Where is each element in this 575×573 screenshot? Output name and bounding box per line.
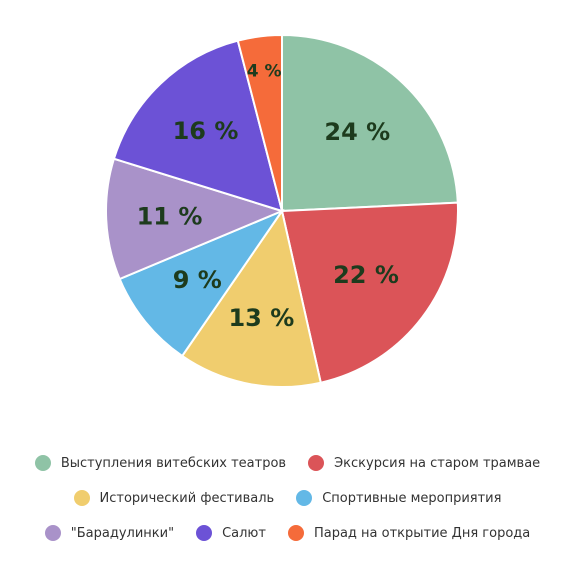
legend-item-5[interactable]: Салют — [196, 525, 266, 541]
legend-item-0[interactable]: Выступления витебских театров — [34, 455, 287, 471]
legend-swatch-4 — [44, 525, 61, 541]
legend-item-1[interactable]: Экскурсия на старом трамвае — [308, 455, 540, 471]
slice-label-4: 11 % — [137, 202, 203, 230]
legend-swatch-1 — [308, 455, 325, 471]
slice-label-6: 4 % — [247, 61, 282, 81]
pie-slice-3[interactable] — [118, 208, 285, 358]
pie-slice-2[interactable] — [180, 208, 322, 388]
legend-label-6: Парад на открытие Дня города — [313, 525, 531, 541]
slice-label-5: 16 % — [173, 117, 239, 145]
legend-swatch-0 — [34, 455, 51, 471]
legend-label-1: Экскурсия на старом трамвае — [334, 455, 541, 471]
pie-slice-1[interactable] — [280, 201, 459, 384]
legend-item-6[interactable]: Парад на открытие Дня города — [287, 525, 531, 541]
pie-chart-svg: 24 % 22 % 13 %9 % 11 % 16 % 4 % — [105, 33, 459, 388]
legend-item-3[interactable]: Спортивные мероприятия — [296, 490, 501, 506]
legend-swatch-3 — [296, 490, 313, 506]
legend-item-2[interactable]: Исторический фестиваль — [73, 490, 275, 506]
legend-swatch-2 — [73, 490, 90, 506]
slice-label-1: 22 % — [333, 261, 399, 289]
legend-row-1: Исторический фестиваль Спортивные меропри… — [0, 490, 575, 506]
slice-label-3: 9 % — [173, 266, 222, 294]
legend-label-4: "Барадулинки" — [70, 525, 175, 541]
legend-swatch-6 — [287, 525, 304, 541]
legend-swatch-5 — [196, 525, 213, 541]
pie-slice-6[interactable] — [236, 33, 283, 212]
legend-row-2: "Барадулинки" Салют Парад на открытие Дня … — [0, 525, 575, 541]
legend-label-0: Выступления витебских театров — [60, 455, 287, 471]
legend-label-3: Спортивные мероприятия — [322, 490, 502, 506]
pie-slice-0[interactable] — [281, 33, 459, 213]
slice-label-2: 13 % — [228, 304, 294, 332]
legend-item-4[interactable]: "Барадулинки" — [44, 525, 175, 541]
pie-slice-4[interactable] — [105, 157, 285, 281]
legend-row-0: Выступления витебских театров Экскурсия н… — [0, 455, 575, 471]
legend-label-2: Исторический фестиваль — [99, 490, 275, 506]
slice-label-0: 24 % — [324, 118, 390, 146]
legend-label-5: Салют — [222, 525, 266, 541]
pie-slice-5[interactable] — [112, 39, 284, 213]
